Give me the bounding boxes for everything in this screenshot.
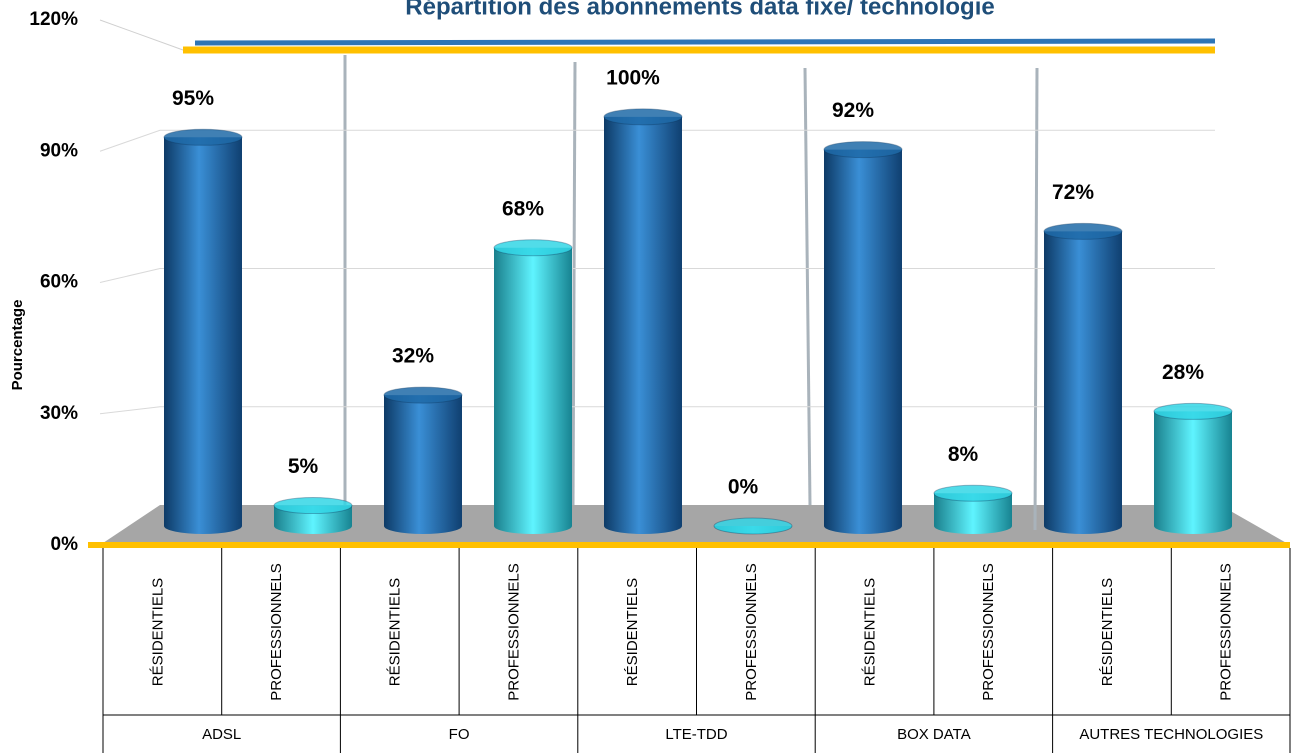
bar-top — [493, 239, 573, 257]
value-label: 100% — [606, 66, 660, 89]
bar-top — [713, 517, 793, 535]
grid-line — [194, 38, 1216, 46]
y-tick-label: 90% — [40, 140, 78, 161]
x-tick-label: RÉSIDENTIELS — [624, 578, 641, 686]
bar — [604, 116, 682, 534]
value-label: 5% — [288, 455, 319, 478]
group-label: BOX DATA — [897, 726, 971, 743]
bar-top — [933, 484, 1013, 502]
value-label: 0% — [728, 476, 759, 499]
bar-top — [823, 141, 903, 159]
group-label: ADSL — [202, 726, 241, 743]
x-tick-label: RÉSIDENTIELS — [1099, 578, 1116, 686]
y-tick-label: 30% — [40, 403, 78, 424]
chart-title: Répartition des abonnements data fixe/ t… — [405, 0, 994, 20]
bar-top — [603, 108, 683, 126]
bar — [164, 137, 242, 534]
y-tick-label: 120% — [29, 9, 78, 30]
value-label: 8% — [948, 443, 979, 466]
bar-top — [1153, 402, 1233, 420]
value-label: 68% — [502, 197, 544, 220]
x-tick-label: PROFESSIONNELS — [980, 563, 997, 701]
bar — [824, 149, 902, 535]
grid-connector — [99, 19, 184, 51]
x-tick-label: PROFESSIONNELS — [268, 563, 285, 701]
group-label: AUTRES TECHNOLOGIES — [1079, 726, 1263, 743]
value-label: 32% — [392, 345, 434, 368]
y-axis-title: Pourcentage — [9, 300, 26, 391]
bar-top — [383, 386, 463, 404]
x-tick-label: RÉSIDENTIELS — [862, 578, 879, 686]
back-dividers — [343, 55, 1039, 531]
x-tick-label: PROFESSIONNELS — [1218, 563, 1235, 701]
value-label: 28% — [1162, 361, 1204, 384]
x-tick-label: PROFESSIONNELS — [743, 563, 760, 701]
bar-top — [1043, 222, 1123, 240]
value-label: 95% — [172, 87, 214, 110]
value-label: 72% — [1052, 181, 1094, 204]
group-label: LTE-TDD — [665, 726, 727, 743]
x-tick-label: RÉSIDENTIELS — [149, 578, 166, 686]
bar-top — [163, 128, 243, 146]
bar-top — [273, 497, 353, 515]
value-label: 92% — [832, 99, 874, 122]
y-tick-label: 0% — [51, 534, 79, 555]
y-tick-label: 60% — [40, 272, 78, 293]
bar — [494, 247, 572, 534]
bar — [274, 505, 352, 534]
grid-line — [99, 129, 1215, 152]
bar — [1154, 411, 1232, 534]
bar — [1044, 231, 1122, 534]
x-tick-label: PROFESSIONNELS — [505, 563, 522, 701]
group-label: FO — [449, 726, 470, 743]
bar — [934, 493, 1012, 534]
bar — [384, 395, 462, 534]
x-tick-label: RÉSIDENTIELS — [387, 578, 404, 686]
